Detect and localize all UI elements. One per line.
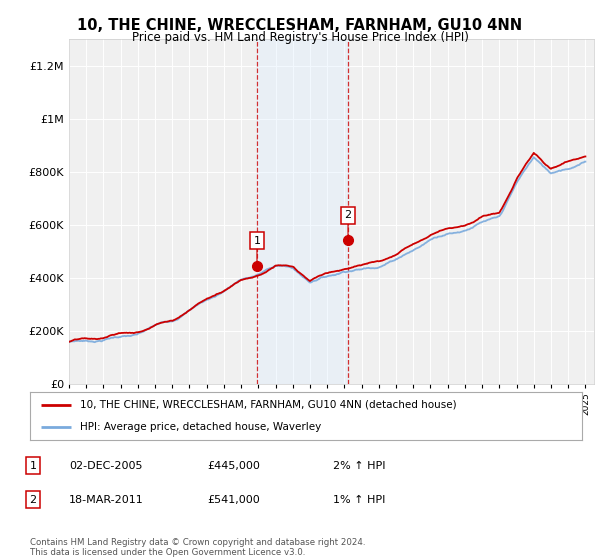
Bar: [257, 39, 348, 384]
Text: 10, THE CHINE, WRECCLESHAM, FARNHAM, GU10 4NN (detached house): 10, THE CHINE, WRECCLESHAM, FARNHAM, GU1…: [80, 400, 457, 410]
Text: 1: 1: [253, 236, 260, 245]
Text: 1% ↑ HPI: 1% ↑ HPI: [333, 494, 385, 505]
Text: 10, THE CHINE, WRECCLESHAM, FARNHAM, GU10 4NN: 10, THE CHINE, WRECCLESHAM, FARNHAM, GU1…: [77, 18, 523, 33]
Text: £541,000: £541,000: [207, 494, 260, 505]
Text: Contains HM Land Registry data © Crown copyright and database right 2024.
This d: Contains HM Land Registry data © Crown c…: [30, 538, 365, 557]
Text: 2: 2: [344, 210, 352, 220]
Text: 2: 2: [29, 494, 37, 505]
Text: HPI: Average price, detached house, Waverley: HPI: Average price, detached house, Wave…: [80, 422, 321, 432]
Text: 1: 1: [29, 461, 37, 471]
Text: 02-DEC-2005: 02-DEC-2005: [69, 461, 143, 471]
Text: 2% ↑ HPI: 2% ↑ HPI: [333, 461, 386, 471]
Text: £445,000: £445,000: [207, 461, 260, 471]
Text: Price paid vs. HM Land Registry's House Price Index (HPI): Price paid vs. HM Land Registry's House …: [131, 31, 469, 44]
Text: 18-MAR-2011: 18-MAR-2011: [69, 494, 144, 505]
